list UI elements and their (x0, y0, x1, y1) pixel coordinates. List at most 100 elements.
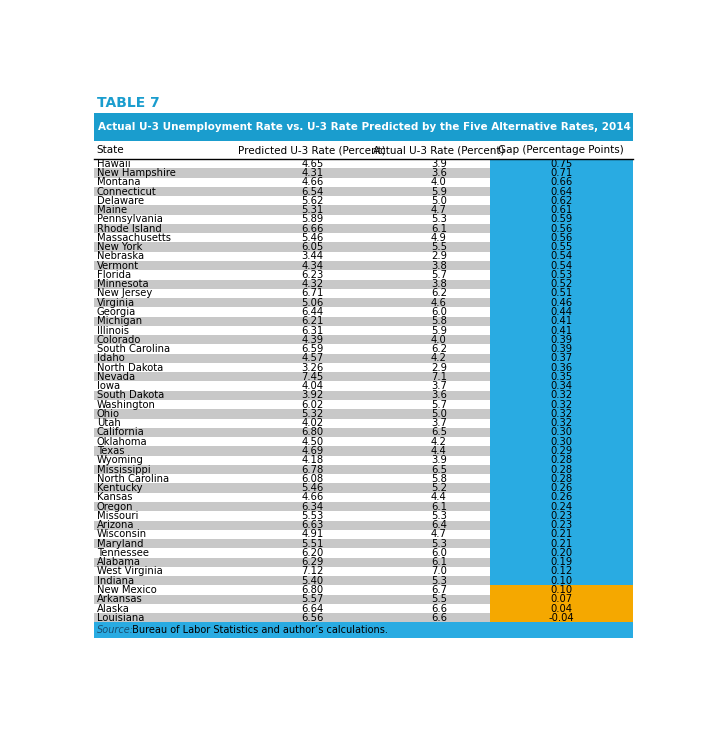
Bar (490, 465, 632, 474)
Text: 0.07: 0.07 (550, 594, 572, 604)
Text: 0.59: 0.59 (550, 214, 572, 224)
Text: TABLE 7: TABLE 7 (97, 96, 160, 110)
Text: 6.80: 6.80 (301, 427, 323, 438)
Text: 6.05: 6.05 (301, 242, 323, 252)
Bar (490, 548, 632, 558)
Text: 0.54: 0.54 (550, 261, 572, 270)
Text: 5.2: 5.2 (431, 483, 447, 493)
Text: Missouri: Missouri (97, 511, 138, 521)
Bar (94, 141, 632, 159)
Text: Nebraska: Nebraska (97, 251, 144, 262)
Text: 3.6: 3.6 (431, 391, 447, 400)
Text: Vermont: Vermont (97, 261, 139, 270)
Bar (237, 465, 388, 474)
Text: North Dakota: North Dakota (97, 363, 163, 372)
Bar (490, 484, 632, 493)
Bar (490, 196, 632, 205)
Bar (94, 437, 237, 446)
Bar (94, 594, 237, 604)
Text: 4.91: 4.91 (301, 529, 323, 539)
Bar (490, 567, 632, 576)
Bar (388, 251, 490, 261)
Text: 0.19: 0.19 (550, 557, 572, 567)
Text: 0.30: 0.30 (550, 427, 572, 438)
Text: 4.34: 4.34 (301, 261, 323, 270)
Text: 5.0: 5.0 (431, 196, 447, 206)
Bar (237, 354, 388, 363)
Bar (388, 279, 490, 289)
Bar (490, 502, 632, 511)
Text: 6.4: 6.4 (431, 520, 447, 530)
Bar (490, 428, 632, 437)
Bar (94, 446, 237, 456)
Text: 5.06: 5.06 (301, 298, 323, 308)
Text: 0.36: 0.36 (550, 363, 572, 372)
Bar (490, 243, 632, 251)
Bar (490, 474, 632, 484)
Text: Utah: Utah (97, 419, 121, 428)
Bar (237, 345, 388, 354)
Text: Iowa: Iowa (97, 381, 120, 391)
Text: 0.28: 0.28 (550, 474, 572, 484)
Bar (490, 326, 632, 335)
Text: 4.0: 4.0 (431, 335, 447, 345)
Bar (490, 261, 632, 270)
Text: 4.04: 4.04 (301, 381, 323, 391)
Text: 6.08: 6.08 (301, 474, 323, 484)
Bar (388, 354, 490, 363)
Text: 0.56: 0.56 (550, 224, 572, 234)
Bar (94, 474, 237, 484)
Bar (94, 391, 237, 400)
Bar (388, 345, 490, 354)
Text: 5.46: 5.46 (301, 233, 323, 243)
Bar (94, 317, 237, 326)
Text: 0.64: 0.64 (550, 186, 572, 196)
Bar (94, 409, 237, 419)
Bar (490, 270, 632, 279)
Bar (490, 558, 632, 567)
Bar (237, 539, 388, 548)
Bar (388, 520, 490, 530)
Bar (388, 419, 490, 428)
Bar (237, 169, 388, 177)
Bar (237, 391, 388, 400)
Bar (94, 567, 237, 576)
Bar (237, 456, 388, 465)
Bar (388, 381, 490, 391)
Text: Louisiana: Louisiana (97, 613, 144, 623)
Bar (94, 548, 237, 558)
Bar (388, 484, 490, 493)
Bar (94, 224, 237, 233)
Bar (237, 326, 388, 335)
Text: Indiana: Indiana (97, 575, 134, 586)
Text: 7.0: 7.0 (431, 567, 447, 576)
Text: 4.2: 4.2 (431, 353, 447, 364)
Bar (237, 363, 388, 372)
Bar (388, 391, 490, 400)
Text: 6.6: 6.6 (431, 613, 447, 623)
Text: 0.23: 0.23 (550, 520, 572, 530)
Bar (94, 205, 237, 215)
Text: 6.78: 6.78 (301, 465, 323, 474)
Bar (94, 530, 237, 539)
Bar (94, 251, 237, 261)
Text: 5.9: 5.9 (431, 325, 447, 336)
Bar (237, 270, 388, 279)
Text: 3.7: 3.7 (431, 419, 447, 428)
Text: 5.8: 5.8 (431, 474, 447, 484)
Text: 3.8: 3.8 (431, 261, 447, 270)
Text: 3.7: 3.7 (431, 381, 447, 391)
Bar (388, 289, 490, 298)
Bar (388, 428, 490, 437)
Text: 4.4: 4.4 (431, 446, 447, 456)
Text: 0.56: 0.56 (550, 233, 572, 243)
Bar (490, 335, 632, 345)
Text: Hawaii: Hawaii (97, 159, 130, 169)
Bar (94, 493, 237, 502)
Text: 0.21: 0.21 (550, 539, 572, 549)
Text: Texas: Texas (97, 446, 124, 456)
Bar (388, 567, 490, 576)
Bar (490, 530, 632, 539)
Bar (94, 604, 237, 614)
Text: Gap (Percentage Points): Gap (Percentage Points) (498, 145, 624, 155)
